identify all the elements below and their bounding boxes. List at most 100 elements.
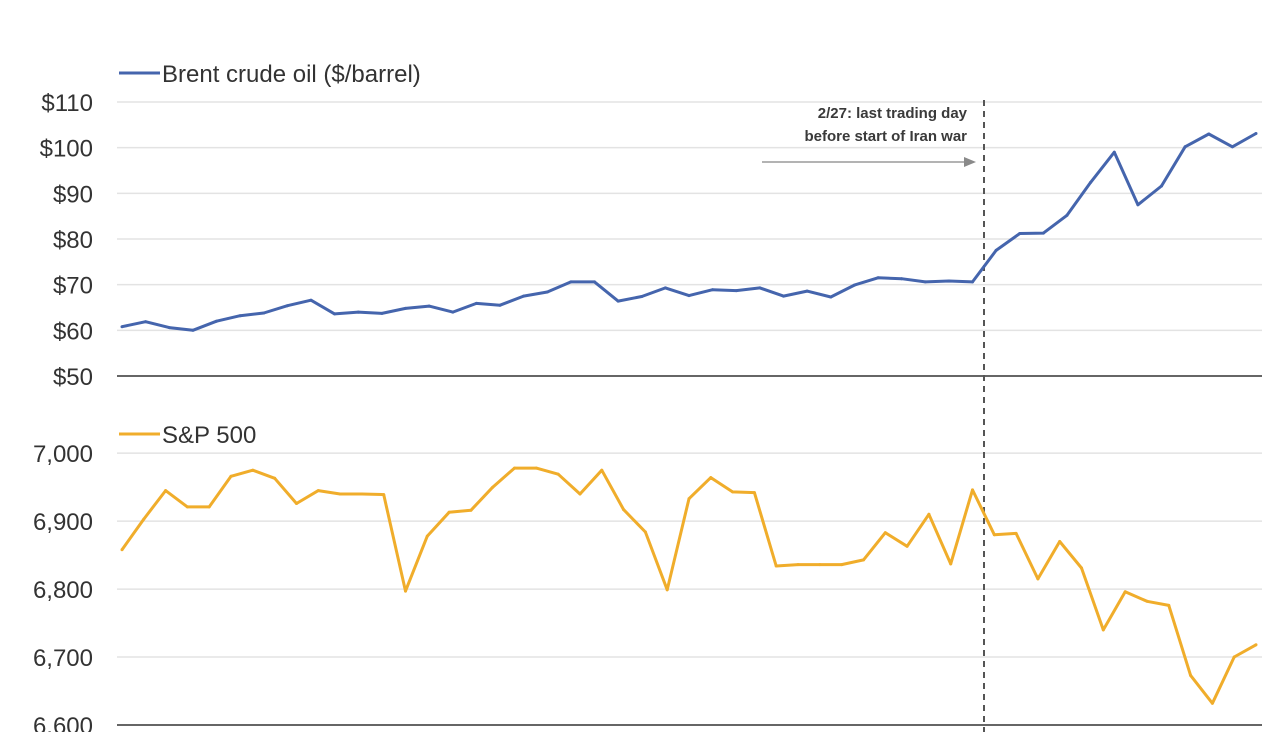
oil-data-point: [947, 279, 951, 283]
oil-data-point: [238, 314, 242, 318]
spx-data-point: [1145, 599, 1149, 603]
spx-data-point: [556, 472, 560, 476]
oil-data-point: [663, 286, 667, 290]
oil-y-tick-label: $50: [53, 364, 93, 391]
spx-data-point: [622, 508, 626, 512]
spx-y-tick-label: 7,000: [33, 441, 93, 468]
spx-data-point: [949, 562, 953, 566]
oil-data-point: [1160, 184, 1163, 188]
spx-data-point: [491, 485, 495, 489]
oil-data-point: [262, 311, 266, 315]
oil-series-line: [121, 132, 1257, 332]
spx-legend-label: S&P 500: [162, 422, 256, 449]
spx-data-point: [687, 497, 691, 501]
oil-data-point: [1041, 231, 1045, 235]
spx-data-point: [1123, 590, 1127, 594]
spx-data-point: [120, 548, 124, 552]
oil-data-point: [640, 295, 644, 298]
spx-data-point: [752, 491, 756, 495]
spx-data-point: [971, 488, 974, 492]
oil-data-point: [1254, 132, 1258, 135]
spx-data-point: [316, 489, 320, 493]
oil-data-point: [545, 290, 549, 294]
spx-data-point: [927, 512, 931, 516]
spx-data-point: [142, 517, 146, 521]
spx-data-point: [469, 508, 473, 512]
oil-data-point: [994, 248, 998, 252]
spx-data-point: [905, 544, 909, 548]
oil-data-point: [758, 286, 762, 290]
spx-y-ticks: 7,000 6,900 6,800 6,700 6,600: [33, 441, 93, 732]
spx-data-point: [1101, 628, 1105, 632]
spx-data-point: [382, 493, 386, 497]
oil-y-tick-label: $100: [40, 136, 93, 163]
spx-data-point: [513, 466, 516, 470]
spx-data-point: [207, 505, 211, 509]
oil-data-point: [593, 280, 596, 284]
spx-data-point: [447, 510, 451, 514]
oil-data-point: [120, 325, 124, 329]
oil-data-point: [569, 280, 573, 284]
spx-data-point: [185, 505, 189, 509]
spx-data-point: [1232, 655, 1236, 659]
oil-data-point: [1089, 180, 1093, 184]
oil-data-point: [451, 310, 455, 314]
oil-data-point: [711, 288, 715, 292]
oil-data-point: [923, 280, 927, 284]
oil-y-tick-label: $90: [53, 181, 93, 208]
spx-points: [120, 466, 1258, 705]
oil-y-tick-label: $70: [53, 273, 93, 300]
spx-data-point: [578, 492, 582, 496]
oil-data-point: [215, 319, 218, 323]
spx-data-point: [862, 558, 865, 562]
oil-y-ticks: $110 $100 $90 $80 $70 $60 $50: [40, 90, 93, 391]
oil-points: [120, 132, 1258, 332]
oil-data-point: [734, 289, 738, 293]
spx-data-point: [643, 530, 647, 534]
oil-data-point: [1065, 213, 1069, 217]
oil-y-tick-label: $110: [41, 90, 93, 117]
spx-data-point: [251, 468, 255, 472]
spx-data-point: [273, 476, 277, 480]
oil-data-point: [356, 310, 360, 314]
annotation-arrow-head: [964, 157, 976, 167]
spx-data-point: [1080, 566, 1083, 570]
oil-data-point: [971, 280, 974, 284]
spx-data-point: [229, 474, 233, 478]
spx-data-point: [1058, 540, 1062, 543]
oil-data-point: [852, 283, 856, 287]
spx-data-point: [360, 492, 364, 496]
oil-data-point: [1136, 203, 1140, 207]
oil-y-tick-label: $60: [53, 318, 93, 345]
oil-legend: Brent crude oil ($/barrel): [119, 61, 421, 88]
spx-data-point: [818, 563, 822, 567]
oil-data-point: [876, 276, 880, 280]
oil-data-point: [144, 320, 148, 324]
spx-y-tick-label: 6,800: [33, 577, 93, 604]
spx-data-point: [1014, 531, 1018, 535]
oil-data-point: [1207, 132, 1211, 136]
spx-grid: [117, 452, 1262, 726]
oil-data-point: [1183, 145, 1187, 149]
spx-data-point: [1189, 673, 1193, 677]
spx-data-point: [731, 490, 735, 494]
oil-data-point: [1018, 232, 1022, 235]
spx-data-point: [1210, 701, 1214, 705]
spx-data-point: [425, 534, 429, 538]
spx-data-point: [709, 476, 713, 480]
oil-data-point: [616, 299, 620, 303]
spx-data-point: [1036, 577, 1040, 581]
spx-data-point: [295, 502, 298, 505]
spx-data-point: [665, 588, 669, 592]
oil-data-point: [427, 304, 431, 308]
annotation-line-2: before start of Iran war: [804, 128, 967, 145]
spx-data-point: [600, 468, 604, 472]
oil-data-point: [782, 294, 785, 298]
spx-y-tick-label: 6,700: [33, 645, 93, 672]
oil-data-point: [167, 326, 171, 330]
spx-y-tick-label: 6,600: [33, 713, 93, 732]
oil-data-point: [333, 312, 337, 316]
spx-data-point: [1254, 643, 1258, 647]
spx-data-point: [840, 563, 844, 567]
